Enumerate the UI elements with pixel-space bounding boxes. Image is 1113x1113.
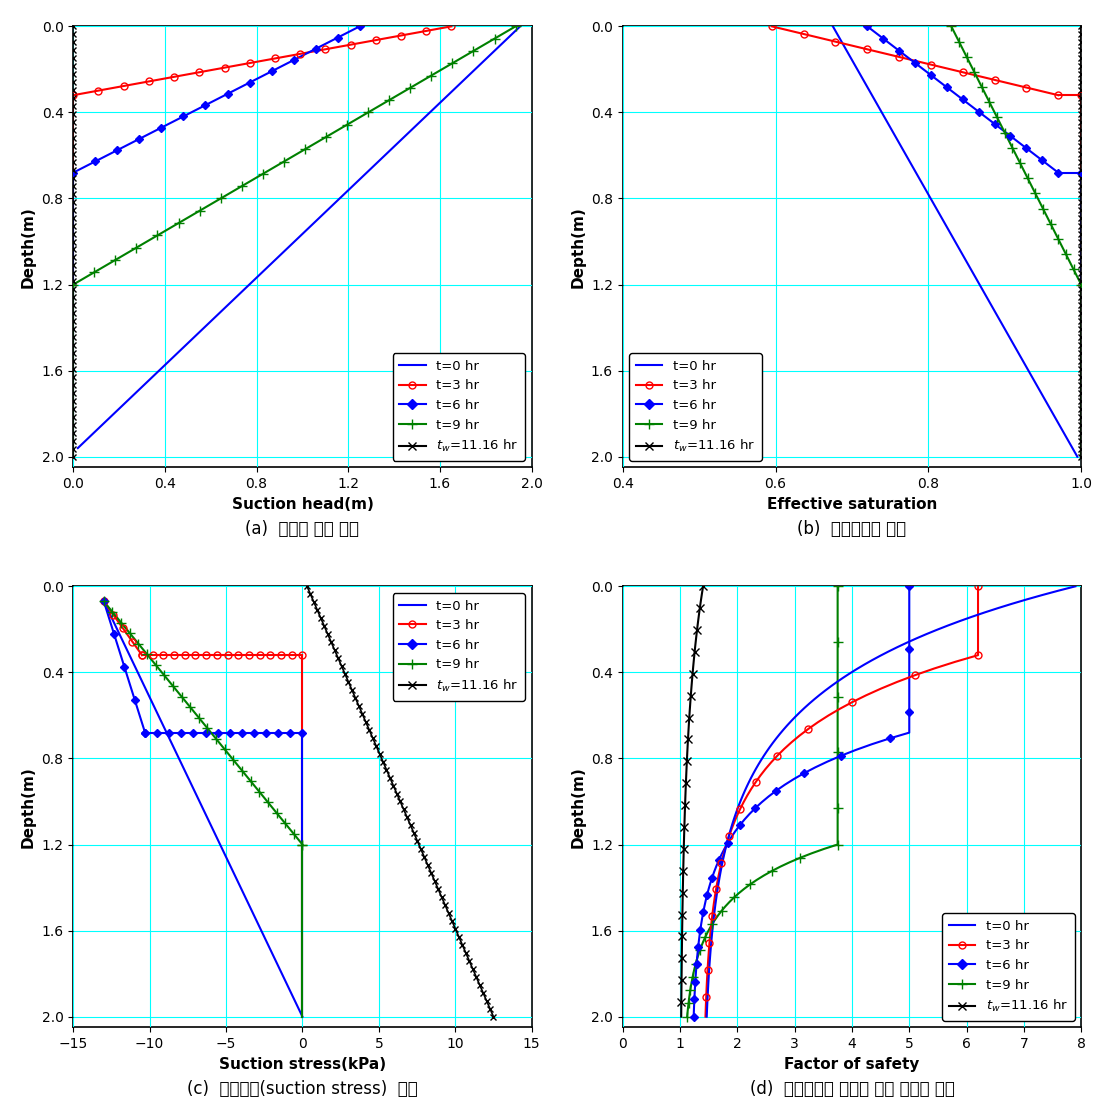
Legend: t=0 hr, t=3 hr, t=6 hr, t=9 hr, $t_w$=11.16 hr: t=0 hr, t=3 hr, t=6 hr, t=9 hr, $t_w$=11… bbox=[629, 353, 761, 461]
X-axis label: Factor of safety: Factor of safety bbox=[785, 1056, 919, 1072]
Legend: t=0 hr, t=3 hr, t=6 hr, t=9 hr, $t_w$=11.16 hr: t=0 hr, t=3 hr, t=6 hr, t=9 hr, $t_w$=11… bbox=[942, 913, 1074, 1021]
Text: (a)  흡수력 수두 분포: (a) 흡수력 수두 분포 bbox=[246, 521, 359, 539]
Y-axis label: Depth(m): Depth(m) bbox=[570, 766, 585, 848]
X-axis label: Suction stress(kPa): Suction stress(kPa) bbox=[219, 1056, 386, 1072]
Text: (c)  흡수응력(suction stress)  분포: (c) 흡수응력(suction stress) 분포 bbox=[187, 1081, 417, 1099]
Text: (b)  유효포화도 분포: (b) 유효포화도 분포 bbox=[797, 521, 906, 539]
X-axis label: Effective saturation: Effective saturation bbox=[767, 496, 937, 512]
Y-axis label: Depth(m): Depth(m) bbox=[21, 206, 36, 288]
Text: (d)  침윤전선의 진행에 따른 안전율 분포: (d) 침윤전선의 진행에 따른 안전율 분포 bbox=[749, 1081, 955, 1099]
Y-axis label: Depth(m): Depth(m) bbox=[570, 206, 585, 288]
Legend: t=0 hr, t=3 hr, t=6 hr, t=9 hr, $t_w$=11.16 hr: t=0 hr, t=3 hr, t=6 hr, t=9 hr, $t_w$=11… bbox=[393, 353, 525, 461]
Legend: t=0 hr, t=3 hr, t=6 hr, t=9 hr, $t_w$=11.16 hr: t=0 hr, t=3 hr, t=6 hr, t=9 hr, $t_w$=11… bbox=[393, 593, 525, 700]
Y-axis label: Depth(m): Depth(m) bbox=[21, 766, 36, 848]
X-axis label: Suction head(m): Suction head(m) bbox=[232, 496, 373, 512]
